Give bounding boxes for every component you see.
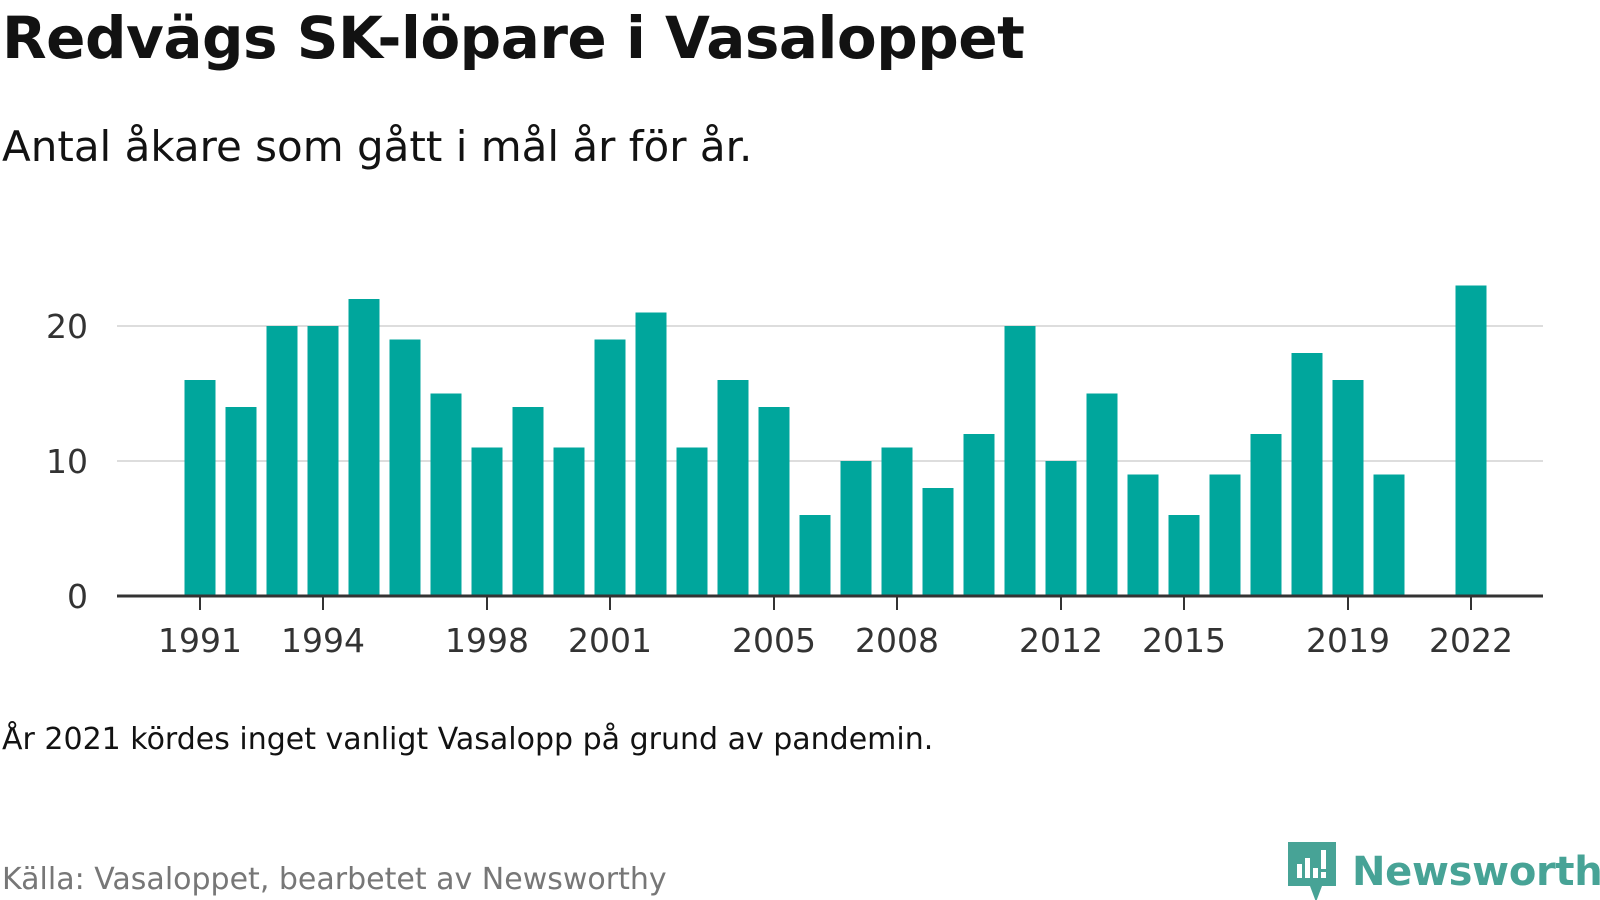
x-tick-label: 2022: [1429, 621, 1513, 660]
brand-name: Newsworthy: [1352, 849, 1600, 895]
bar-2008: [881, 447, 913, 596]
bar-2006: [799, 515, 831, 596]
x-tick-label: 1998: [445, 621, 529, 660]
x-tick-label: 2019: [1306, 621, 1390, 660]
bar-1994: [307, 326, 339, 596]
bar-2017: [1250, 434, 1282, 596]
bar-2000: [553, 447, 585, 596]
x-tick-label: 2012: [1019, 621, 1103, 660]
bar-1991: [184, 380, 216, 596]
x-tick-label: 1994: [281, 621, 365, 660]
bar-2012: [1045, 461, 1077, 596]
bar-2020: [1373, 474, 1405, 596]
bar-2004: [717, 380, 749, 596]
newsworthy-logo-icon: [1288, 842, 1336, 900]
y-tick-label: 0: [67, 577, 88, 616]
y-tick-label: 10: [46, 442, 88, 481]
bar-2018: [1291, 353, 1323, 596]
bar-2015: [1168, 515, 1200, 596]
bar-2019: [1332, 380, 1364, 596]
x-tick-label: 2015: [1142, 621, 1226, 660]
bar-1995: [348, 299, 380, 596]
bar-2002: [635, 312, 667, 596]
chart-title: Redvägs SK-löpare i Vasaloppet: [2, 4, 1025, 72]
y-tick-label: 20: [46, 307, 88, 346]
bar-2016: [1209, 474, 1241, 596]
x-tick-label: 2008: [855, 621, 939, 660]
bar-2003: [676, 447, 708, 596]
bar-chart: 0 10 20 1991 1994 1998 2001 2005 2008 2012 2015 201…: [46, 285, 1543, 660]
bar-2009: [922, 488, 954, 596]
source-credit: Källa: Vasaloppet, bearbetet av Newswort…: [2, 862, 667, 897]
bar-2005: [758, 407, 790, 596]
bar-1996: [389, 339, 421, 596]
bar-2014: [1127, 474, 1159, 596]
brand: Newsworthy: [1288, 842, 1600, 900]
bar-2001: [594, 339, 626, 596]
bar-2022: [1455, 285, 1487, 596]
bar-2007: [840, 461, 872, 596]
bar-1992: [225, 407, 257, 596]
axes: 0 10 20 1991 1994 1998 2001 2005 2008 2012 2015 201…: [46, 307, 1543, 660]
bar-2010: [963, 434, 995, 596]
bar-1998: [471, 447, 503, 596]
x-tick-label: 1991: [158, 621, 242, 660]
chart-note: År 2021 kördes inget vanligt Vasalopp på…: [2, 722, 934, 757]
x-tick-label: 2001: [568, 621, 652, 660]
bar-1993: [266, 326, 298, 596]
bar-1999: [512, 407, 544, 596]
bar-2013: [1086, 393, 1118, 596]
x-tick-label: 2005: [732, 621, 816, 660]
chart-subtitle: Antal åkare som gått i mål år för år.: [2, 122, 753, 171]
bar-1997: [430, 393, 462, 596]
bars: [184, 285, 1487, 596]
bar-2011: [1004, 326, 1036, 596]
